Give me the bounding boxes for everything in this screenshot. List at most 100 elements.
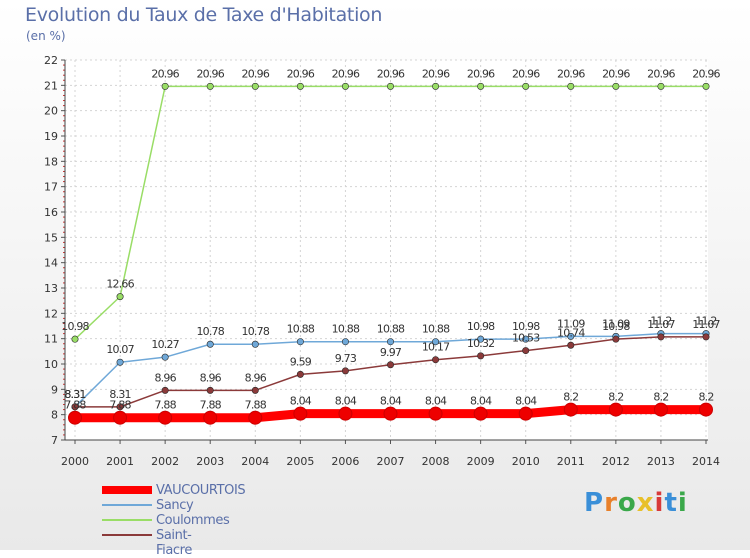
data-point-coulommes: [71, 335, 79, 343]
logo-letter: i: [677, 488, 688, 518]
data-label-coulommes: 20.96: [422, 67, 450, 80]
data-point-coulommes: [522, 82, 530, 90]
y-tick-label: 7: [51, 434, 58, 447]
y-tick-label: 15: [44, 231, 58, 244]
data-point-vaucourtois: [653, 402, 668, 417]
logo-letter: i: [654, 488, 665, 518]
data-point-sancy: [477, 335, 485, 343]
x-tick-label: 2010: [512, 455, 540, 468]
data-label-sancy: 10.88: [422, 323, 450, 336]
x-tick-label: 2005: [286, 455, 314, 468]
data-point-saint-fiacre: [251, 386, 259, 394]
data-label-vaucourtois: 8.04: [470, 395, 492, 408]
data-label-saint-fiacre: 11.07: [647, 318, 675, 331]
y-tick-label: 18: [44, 155, 58, 168]
data-point-saint-fiacre: [522, 347, 530, 355]
legend-label: Sancy: [156, 498, 194, 513]
x-tick-label: 2000: [61, 455, 89, 468]
data-label-coulommes: 20.96: [242, 67, 270, 80]
data-label-vaucourtois: 8.2: [608, 391, 623, 404]
data-label-vaucourtois: 7.88: [154, 399, 176, 412]
data-point-saint-fiacre: [206, 386, 214, 394]
data-point-sancy: [206, 340, 214, 348]
legend-swatch: [102, 504, 152, 506]
logo-letter: P: [584, 488, 605, 518]
x-tick-label: 2001: [106, 455, 134, 468]
data-label-sancy: 10.88: [287, 323, 315, 336]
data-point-vaucourtois: [113, 410, 128, 425]
data-point-vaucourtois: [428, 406, 443, 421]
data-label-layer: 7.88 7.88 7.88 7.88 7.88 8.04 8.04 8.04 8.04 8.04…: [61, 67, 721, 412]
data-label-vaucourtois: 8.2: [653, 391, 668, 404]
data-point-coulommes: [161, 82, 169, 90]
data-label-coulommes: 20.96: [512, 67, 540, 80]
data-point-saint-fiacre: [386, 361, 394, 369]
data-point-vaucourtois: [383, 406, 398, 421]
data-point-coulommes: [477, 82, 485, 90]
data-label-vaucourtois: 8.2: [563, 391, 578, 404]
data-label-saint-fiacre: 10.53: [512, 332, 540, 345]
y-tick-label: 13: [44, 282, 58, 295]
data-label-saint-fiacre: 8.96: [200, 371, 222, 384]
data-label-sancy: 11.09: [557, 317, 585, 330]
data-label-coulommes: 20.96: [151, 67, 179, 80]
data-label-vaucourtois: 8.04: [290, 395, 312, 408]
y-tick-label: 20: [44, 105, 58, 118]
data-point-coulommes: [296, 82, 304, 90]
legend-swatch: [102, 534, 152, 536]
data-point-coulommes: [432, 82, 440, 90]
data-label-vaucourtois: 8.2: [698, 391, 713, 404]
x-tick-label: 2003: [196, 455, 224, 468]
data-point-vaucourtois: [248, 410, 263, 425]
data-label-saint-fiacre: 9.73: [335, 352, 357, 365]
data-point-saint-fiacre: [161, 386, 169, 394]
x-tick-label: 2011: [557, 455, 585, 468]
data-point-saint-fiacre: [341, 367, 349, 375]
data-point-saint-fiacre: [702, 333, 710, 341]
data-point-vaucourtois: [563, 402, 578, 417]
data-label-vaucourtois: 7.88: [109, 399, 131, 412]
logo-letter: x: [636, 488, 655, 518]
data-point-coulommes: [612, 82, 620, 90]
data-point-sancy: [522, 335, 530, 343]
data-label-sancy: 10.88: [332, 323, 360, 336]
data-point-saint-fiacre: [612, 335, 620, 343]
data-label-saint-fiacre: 10.17: [422, 341, 450, 354]
data-point-vaucourtois: [608, 402, 623, 417]
data-label-coulommes: 10.98: [61, 320, 89, 333]
data-label-saint-fiacre: 8.96: [245, 371, 267, 384]
data-label-coulommes: 20.96: [467, 67, 495, 80]
data-label-vaucourtois: 8.04: [425, 395, 447, 408]
data-point-saint-fiacre: [71, 403, 79, 411]
x-tick-label: 2004: [241, 455, 269, 468]
y-tick-label: 17: [44, 181, 58, 194]
series-layer: [68, 82, 713, 425]
y-tick-label: 21: [44, 79, 58, 92]
data-point-coulommes: [386, 82, 394, 90]
chart-subtitle: (en %): [26, 29, 66, 43]
data-label-sancy: 10.88: [377, 323, 405, 336]
data-label-coulommes: 20.96: [287, 67, 315, 80]
data-point-coulommes: [251, 82, 259, 90]
data-label-saint-fiacre: 8.96: [154, 371, 176, 384]
y-tick-label: 11: [44, 333, 58, 346]
data-label-vaucourtois: 8.04: [335, 395, 357, 408]
data-label-coulommes: 20.96: [196, 67, 224, 80]
data-label-saint-fiacre: 10.32: [467, 337, 495, 350]
data-point-sancy: [386, 338, 394, 346]
data-point-sancy: [251, 340, 259, 348]
y-tick-label: 10: [44, 358, 58, 371]
x-tick-label: 2014: [692, 455, 720, 468]
data-label-coulommes: 20.96: [602, 67, 630, 80]
x-tick-label: 2013: [647, 455, 675, 468]
legend-swatch: [102, 519, 152, 521]
x-tick-label: 2002: [151, 455, 179, 468]
data-point-sancy: [432, 338, 440, 346]
data-label-vaucourtois: 7.88: [245, 399, 267, 412]
data-point-sancy: [296, 338, 304, 346]
data-label-sancy: 11.2: [695, 315, 716, 328]
data-label-coulommes: 12.66: [106, 278, 134, 291]
data-label-coulommes: 20.96: [557, 67, 585, 80]
y-tick-label: 9: [51, 383, 58, 396]
